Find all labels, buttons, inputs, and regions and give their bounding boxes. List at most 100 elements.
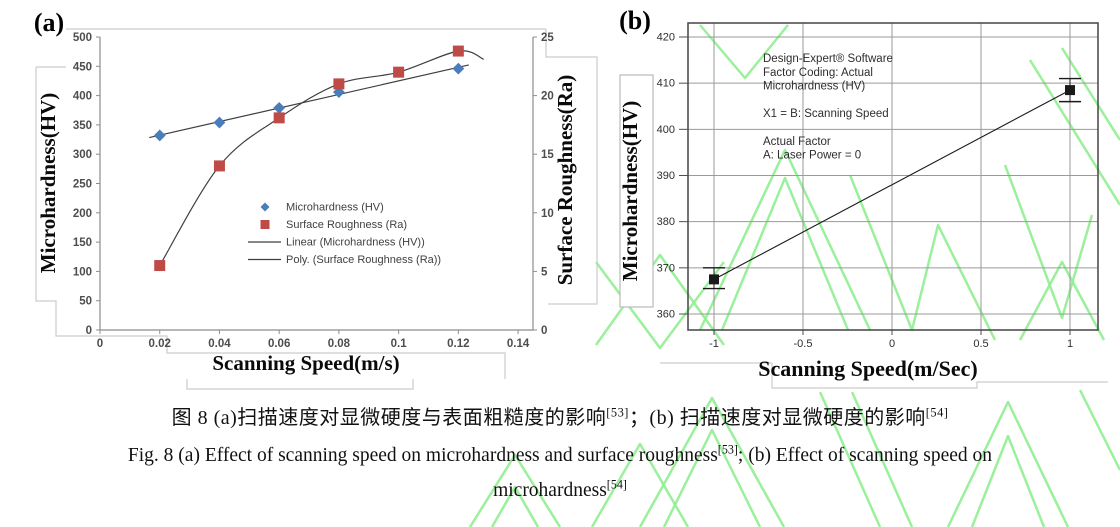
watermark-zigzag <box>594 253 726 346</box>
x-tick-label: 0.14 <box>507 338 530 350</box>
legend-label: Microhardness (HV) <box>286 202 384 214</box>
x-tick-label: 0.06 <box>268 338 290 350</box>
fragment-border-line <box>545 29 598 305</box>
y-tick-label: 360 <box>657 309 675 321</box>
y-left-tick-label: 0 <box>86 325 92 337</box>
fragment-border-line <box>771 363 1108 389</box>
watermark-zigzag <box>490 485 540 527</box>
data-point-roughness <box>273 112 285 124</box>
data-point-microhardness <box>153 129 166 142</box>
chart-b-border <box>687 22 1099 331</box>
y-left-tick-label: 100 <box>73 266 92 278</box>
y-left-tick-label: 400 <box>73 91 92 103</box>
x-tick-label: -0.5 <box>794 338 813 350</box>
y-left-tick-label: 150 <box>73 237 92 249</box>
chart-a-y-right-title: Surface Roughness(Ra) <box>553 75 577 286</box>
x-tick-label: 0.02 <box>149 338 171 350</box>
watermark-zigzag <box>699 24 789 80</box>
caption-zh-mid: ；(b) 扫描速度对显微硬度的影响 <box>628 407 926 429</box>
watermark-zigzag <box>698 148 872 331</box>
chart-b-line <box>713 89 1071 280</box>
y-tick-label: 420 <box>657 31 675 43</box>
fragment-border-line <box>186 379 414 390</box>
watermark-zigzag <box>1078 389 1120 471</box>
data-point-square <box>709 274 719 285</box>
y-right-tick-label: 10 <box>541 208 554 220</box>
data-point-roughness <box>154 260 166 272</box>
panel-label-b: (b) <box>619 6 651 35</box>
y-tick-label: 400 <box>657 124 675 136</box>
data-point-microhardness <box>332 86 345 98</box>
y-left-tick-label: 50 <box>79 296 92 308</box>
y-left-tick-label: 250 <box>73 179 92 191</box>
y-tick-label: 370 <box>657 262 675 274</box>
x-tick-label: 0.08 <box>328 338 351 350</box>
x-tick-label: 1 <box>1067 338 1073 350</box>
caption-zh-pre: 图 8 (a)扫描速度对显微硬度与表面粗糙度的影响 <box>171 407 607 429</box>
watermark-zigzag <box>1028 59 1120 206</box>
panel-label-a: (a) <box>34 8 64 37</box>
watermark-zigzag <box>590 442 690 527</box>
data-point-roughness <box>213 160 225 172</box>
data-point-square <box>1065 85 1075 96</box>
y-tick-label: 390 <box>657 170 675 182</box>
data-point-microhardness <box>213 116 226 129</box>
watermark-zigzag <box>970 434 1046 527</box>
design-expert-annotation: Actual Factor <box>763 136 831 148</box>
data-point-roughness <box>452 45 464 57</box>
fragment-borders <box>35 28 1108 390</box>
watermark-zigzag <box>1060 47 1120 141</box>
data-point-microhardness <box>452 62 465 75</box>
watermark-zigzag <box>1018 260 1106 341</box>
watermark-zigzag <box>662 428 762 527</box>
y-left-tick-label: 450 <box>73 61 92 73</box>
watermark-zigzag <box>1003 164 1094 320</box>
x-tick-label: 0 <box>889 338 895 350</box>
chart-a-x-title: Scanning Speed(m/s) <box>212 351 399 375</box>
chart-b-y-title: Microhardness(HV) <box>618 101 642 281</box>
x-tick-label: 0 <box>97 338 103 350</box>
watermark-zigzag <box>720 176 850 331</box>
design-expert-annotation: Microhardness (HV) <box>763 81 865 93</box>
caption-line-en-2: microhardness[54] <box>0 477 1120 502</box>
chart-b: -1 -0.5 0 0.5 1 420 410 400 390 380 370 360 Design-E… <box>618 6 1099 381</box>
legend-marker-diamond <box>260 202 270 212</box>
legend-label: Poly. (Surface Roughness (Ra)) <box>286 254 441 266</box>
x-tick-label: -1 <box>709 338 719 350</box>
watermark-zigzag <box>946 400 1070 527</box>
design-expert-annotation: Design-Expert® Software <box>763 53 893 65</box>
y-right-tick-label: 20 <box>541 91 554 103</box>
legend-label: Surface Roughness (Ra) <box>286 219 407 231</box>
chart-b-x-title: Scanning Speed(m/Sec) <box>758 356 977 381</box>
watermark-zigzag <box>818 391 882 527</box>
caption-zh-ref53: [53] <box>606 405 629 420</box>
watermark-zigzag <box>468 453 562 527</box>
caption-zh-ref54: [54] <box>925 405 949 420</box>
y-tick-label: 410 <box>657 78 675 90</box>
y-right-tick-label: 5 <box>541 266 548 278</box>
design-expert-annotation: X1 = B: Scanning Speed <box>763 108 889 120</box>
caption-en2-ref54: [54] <box>606 477 627 492</box>
watermark-zigzag <box>850 391 914 527</box>
watermark <box>468 24 1120 527</box>
trendline-poly-roughness <box>159 50 484 266</box>
figure-caption: 图 8 (a)扫描速度对显微硬度与表面粗糙度的影响[53]；(b) 扫描速度对显… <box>0 401 1120 515</box>
legend-label: Linear (Microhardness (HV)) <box>286 237 425 249</box>
trendline-linear-microhardness <box>149 64 469 139</box>
y-left-tick-label: 350 <box>73 120 92 132</box>
watermark-zigzag <box>848 174 997 341</box>
y-left-tick-label: 300 <box>73 149 92 161</box>
data-point-microhardness <box>273 101 286 114</box>
caption-en1-ref53: [53] <box>717 442 738 457</box>
y-title-box <box>619 74 654 308</box>
watermark-zigzag <box>594 261 726 350</box>
y-right-tick-label: 0 <box>541 325 547 337</box>
y-tick-label: 380 <box>657 216 675 228</box>
x-tick-label: 0.1 <box>391 338 408 350</box>
x-tick-label: 0.12 <box>447 338 469 350</box>
caption-line-zh: 图 8 (a)扫描速度对显微硬度与表面粗糙度的影响[53]；(b) 扫描速度对显… <box>0 401 1120 430</box>
chart-a-axes <box>99 37 534 331</box>
